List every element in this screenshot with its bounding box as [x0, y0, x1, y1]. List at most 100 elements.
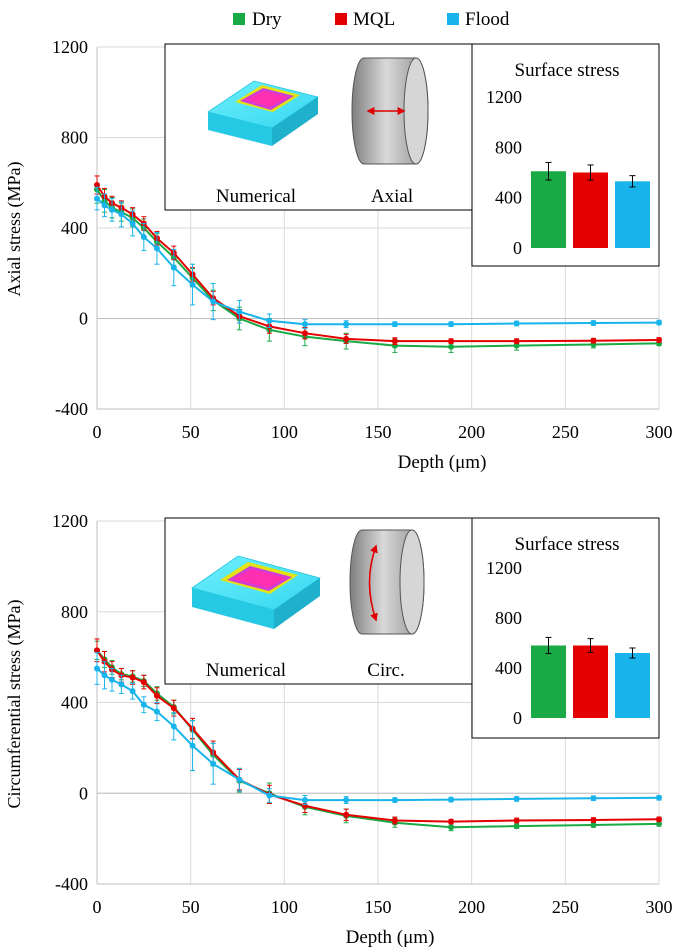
circ-surface-title: Surface stress [515, 534, 620, 555]
data-point-flood [301, 321, 308, 328]
data-point-mql [448, 338, 455, 345]
data-point-flood [236, 776, 243, 783]
circ-inset-right-label: Circ. [367, 660, 404, 681]
x-tick-label: 100 [271, 422, 298, 442]
legend-label-mql: MQL [353, 9, 395, 30]
data-point-dry [448, 343, 455, 350]
data-point-flood [153, 245, 160, 252]
data-point-flood [266, 792, 273, 799]
data-point-flood [129, 220, 136, 227]
circ-x-tick-labels: 0 50 100 150 200 250 300 [93, 897, 673, 917]
surface-bar-flood [615, 653, 650, 718]
circ-surface-bars [531, 636, 650, 718]
surface-y-tick-label: 1200 [486, 87, 522, 107]
data-point-flood [236, 308, 243, 315]
axial-inset-right-label: Axial [371, 186, 413, 207]
data-point-flood [513, 795, 520, 802]
data-point-mql [656, 816, 662, 823]
circ-surface-y-ticks: 0 400 800 1200 [486, 558, 522, 728]
data-point-mql [513, 338, 520, 345]
circ-y-axis-label: Circumferential stress (MPa) [4, 600, 25, 809]
y-tick-label: 0 [79, 783, 88, 803]
x-tick-label: 200 [458, 422, 485, 442]
data-point-mql [656, 336, 662, 343]
axial-surface-y-ticks: 0 400 800 1200 [486, 87, 522, 258]
x-tick-label: 100 [271, 897, 298, 917]
data-point-flood [391, 797, 398, 804]
data-point-flood [656, 794, 662, 801]
data-point-mql [153, 692, 160, 699]
x-tick-label: 0 [93, 422, 102, 442]
data-point-flood [94, 665, 100, 672]
legend-swatch-mql [335, 13, 347, 25]
y-tick-label: 800 [61, 128, 88, 148]
y-tick-label: -400 [55, 399, 88, 419]
x-tick-label: 200 [458, 897, 485, 917]
data-point-flood [170, 264, 177, 271]
data-point-dry [656, 820, 662, 827]
axial-y-tick-labels: -400 0 400 800 1200 [52, 37, 88, 419]
data-point-mql [94, 647, 100, 654]
cylinder-icon [349, 529, 425, 635]
data-point-flood [118, 211, 125, 218]
plate-model-icon [207, 80, 319, 146]
series-flood [94, 186, 662, 330]
surface-y-tick-label: 400 [495, 658, 522, 678]
x-tick-label: 250 [552, 422, 579, 442]
data-point-flood [101, 672, 108, 679]
surface-y-tick-label: 400 [495, 188, 522, 208]
data-point-dry [513, 342, 520, 349]
surface-y-tick-label: 0 [513, 238, 522, 258]
circ-inset-left-label: Numerical [206, 660, 286, 681]
axial-surface-bars [531, 161, 650, 248]
plate-model-icon [191, 555, 321, 629]
y-tick-label: 1200 [52, 37, 88, 57]
data-point-flood [391, 321, 398, 328]
surface-bar-mql [573, 645, 608, 718]
surface-y-tick-label: 0 [513, 708, 522, 728]
axial-surface-title: Surface stress [515, 60, 620, 81]
y-tick-label: 400 [61, 218, 88, 238]
data-point-flood [94, 195, 100, 202]
data-point-flood [343, 321, 350, 328]
surface-bar-flood [615, 181, 650, 248]
x-tick-label: 250 [552, 897, 579, 917]
legend-item-flood: Flood [447, 9, 510, 30]
circ-inset: Numerical Circ. [164, 517, 473, 685]
data-point-flood [266, 317, 273, 324]
circ-y-tick-labels: -400 0 400 800 1200 [52, 511, 88, 894]
y-tick-label: 800 [61, 602, 88, 622]
data-point-flood [210, 760, 217, 767]
data-point-mql [140, 679, 147, 686]
legend-item-dry: Dry [233, 9, 282, 30]
legend: Dry MQL Flood [233, 9, 510, 30]
data-point-mql [513, 817, 520, 824]
surface-y-tick-label: 1200 [486, 558, 522, 578]
data-point-flood [108, 676, 115, 683]
data-point-flood [153, 708, 160, 715]
legend-item-mql: MQL [335, 9, 395, 30]
data-point-mql [590, 817, 597, 824]
data-point-flood [590, 320, 597, 327]
surface-bar-mql [573, 172, 608, 248]
legend-label-dry: Dry [252, 9, 282, 30]
data-point-mql [391, 338, 398, 345]
data-point-flood [108, 206, 115, 213]
data-point-mql [391, 817, 398, 824]
axial-surface-stress: Surface stress 0 400 800 1200 [471, 43, 660, 267]
circ-x-axis-label: Depth (μm) [346, 927, 435, 948]
data-point-flood [118, 681, 125, 688]
data-point-mql [301, 330, 308, 337]
axial-inset-left-label: Numerical [216, 186, 296, 207]
data-point-flood [170, 723, 177, 730]
data-point-dry [513, 823, 520, 830]
data-point-dry [590, 822, 597, 829]
series-flood [94, 652, 662, 806]
data-point-flood [656, 319, 662, 326]
surface-bar-dry [531, 645, 566, 718]
data-point-mql [129, 674, 136, 681]
circ-series [94, 638, 662, 832]
x-tick-label: 150 [365, 422, 392, 442]
data-point-flood [448, 796, 455, 803]
